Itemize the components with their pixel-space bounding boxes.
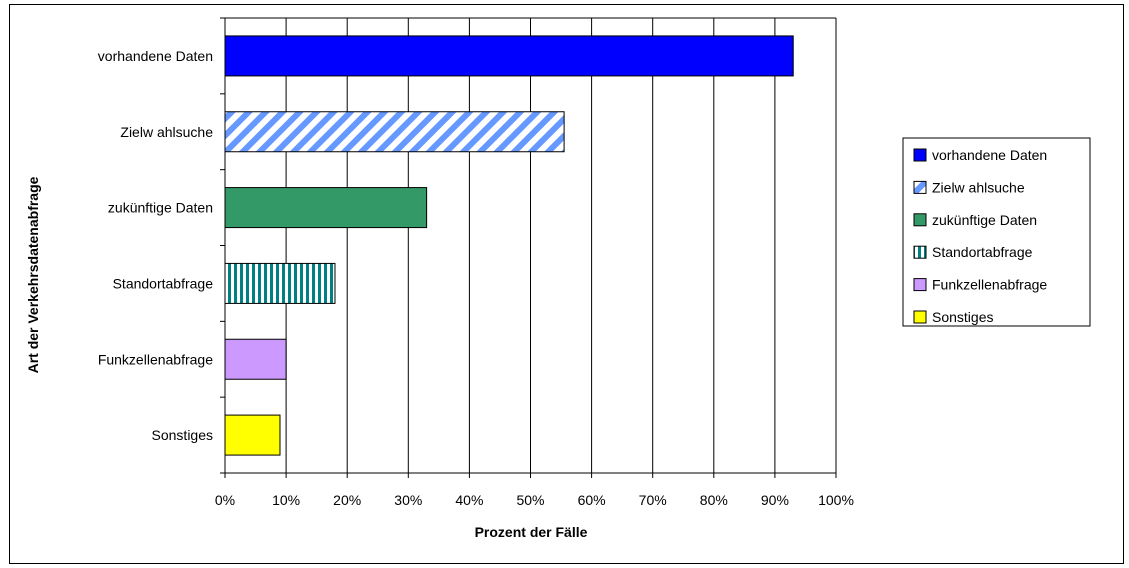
legend-label: Standortabfrage xyxy=(932,244,1033,260)
x-tick-label: 100% xyxy=(818,492,854,508)
legend-swatch xyxy=(913,213,927,227)
legend-label: Funkzellenabfrage xyxy=(932,277,1047,293)
x-tick-label: 70% xyxy=(639,492,667,508)
bar xyxy=(224,262,336,304)
x-tick-label: 60% xyxy=(578,492,606,508)
y-axis-title: Art der Verkehrsdatenabfrage xyxy=(25,176,41,373)
x-tick-label: 0% xyxy=(215,492,235,508)
bars xyxy=(224,35,794,456)
legend-label: vorhandene Daten xyxy=(932,147,1047,163)
y-tick-label: Sonstiges xyxy=(152,427,213,443)
legend-label: Sonstiges xyxy=(932,309,993,325)
bar xyxy=(224,414,281,456)
bar xyxy=(224,111,565,153)
axes xyxy=(220,17,837,478)
legend-label: Zielw ahlsuche xyxy=(932,179,1025,195)
y-tick-label: vorhandene Daten xyxy=(98,48,213,64)
x-tick-label: 10% xyxy=(272,492,300,508)
y-tick-label: zukünftige Daten xyxy=(108,200,213,216)
legend-swatch xyxy=(913,148,927,162)
x-axis-title: Prozent der Fälle xyxy=(475,524,588,540)
legend-label: zukünftige Daten xyxy=(932,212,1037,228)
x-tick-label: 80% xyxy=(700,492,728,508)
x-tick-label: 90% xyxy=(761,492,789,508)
x-tick-label: 20% xyxy=(333,492,361,508)
legend-swatch xyxy=(913,310,927,324)
bar xyxy=(224,338,287,380)
gridlines xyxy=(224,18,837,473)
y-tick-label: Zielw ahlsuche xyxy=(120,124,213,140)
x-tick-label: 50% xyxy=(516,492,544,508)
legend-swatch xyxy=(913,278,927,292)
legend-swatch xyxy=(913,245,927,259)
legend-box xyxy=(902,137,1091,327)
legend: vorhandene Daten Zielw ahlsuche zukünftige… xyxy=(913,147,1047,325)
bar xyxy=(224,35,794,77)
tick-labels: 0% 10% 20% 30% 40% 50% 60% 70% 80% 90% 100% vorhand… xyxy=(98,48,854,508)
y-tick-label: Funkzellenabfrage xyxy=(98,351,213,367)
y-tick-label: Standortabfrage xyxy=(113,275,214,291)
bar xyxy=(224,187,428,229)
legend-swatch xyxy=(913,180,927,194)
x-tick-label: 40% xyxy=(455,492,483,508)
x-tick-label: 30% xyxy=(394,492,422,508)
